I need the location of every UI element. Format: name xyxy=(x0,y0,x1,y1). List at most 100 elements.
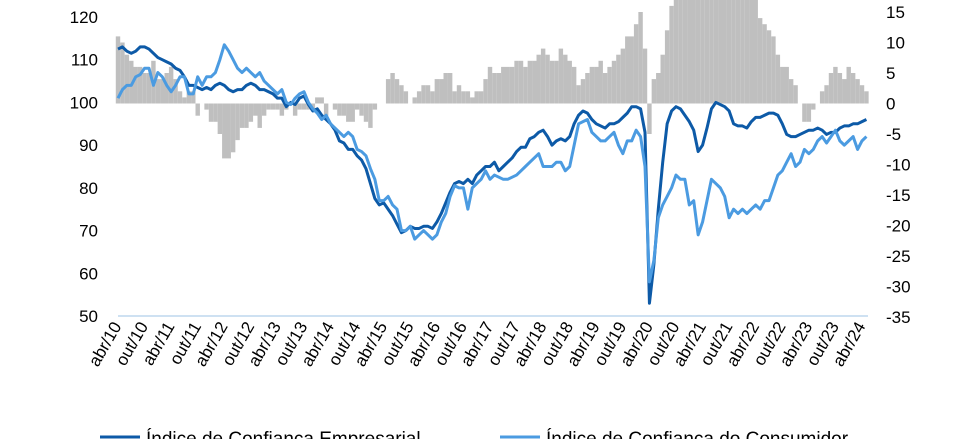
y2-tick-label: 15 xyxy=(886,3,905,22)
bar xyxy=(470,97,475,104)
bar xyxy=(253,103,258,116)
bar xyxy=(354,103,360,110)
y-tick-label: 60 xyxy=(79,264,98,283)
bar xyxy=(576,85,581,104)
line xyxy=(116,43,868,284)
bar xyxy=(341,103,347,116)
bar xyxy=(120,42,125,104)
bar xyxy=(115,36,121,104)
bar xyxy=(629,36,634,104)
bar xyxy=(142,73,147,104)
legend-label: Índice de Confiança Empresarial xyxy=(146,429,421,439)
bar xyxy=(217,103,223,134)
bar xyxy=(279,103,285,116)
bar xyxy=(819,91,825,104)
bar xyxy=(784,66,789,104)
bar xyxy=(549,60,555,104)
bar xyxy=(487,66,493,104)
bar xyxy=(465,91,471,104)
bar xyxy=(208,103,214,122)
bar xyxy=(704,0,710,104)
bar xyxy=(315,97,320,104)
bar xyxy=(430,91,435,104)
bar xyxy=(731,0,736,104)
bar xyxy=(669,5,674,104)
legend-label: Índice de Confiança do Consumidor xyxy=(546,429,849,439)
bar xyxy=(718,0,723,104)
bar xyxy=(461,91,466,104)
bar xyxy=(753,0,758,104)
bar xyxy=(656,73,661,104)
bar xyxy=(191,91,196,104)
bar xyxy=(447,73,453,104)
bar xyxy=(664,30,670,104)
bar xyxy=(673,0,679,104)
bar xyxy=(403,91,409,104)
bar xyxy=(421,85,426,104)
bar xyxy=(416,91,422,104)
bar xyxy=(611,60,617,104)
bar xyxy=(160,79,165,104)
bar xyxy=(248,103,254,122)
y2-tick-label: 5 xyxy=(886,64,895,83)
bar xyxy=(509,66,515,104)
bar xyxy=(297,103,302,110)
bar xyxy=(474,91,479,104)
bar xyxy=(780,66,785,104)
bar xyxy=(713,0,719,104)
bar xyxy=(195,103,200,116)
y2-tick-label: -25 xyxy=(886,247,911,266)
bar xyxy=(394,79,400,104)
bar xyxy=(492,73,497,104)
bar xyxy=(695,0,701,104)
bar xyxy=(363,103,369,122)
bar xyxy=(270,103,276,110)
bar xyxy=(660,54,665,104)
bar xyxy=(204,103,209,110)
lines xyxy=(116,43,868,305)
bar xyxy=(682,0,688,104)
bar xyxy=(842,79,847,104)
bar xyxy=(505,66,510,104)
y-tick-label: 70 xyxy=(79,222,98,241)
y2-tick-label: 0 xyxy=(886,95,895,114)
bar xyxy=(372,103,378,110)
y-tick-label: 90 xyxy=(79,136,98,155)
bar xyxy=(385,79,391,104)
bar xyxy=(563,54,568,104)
bar xyxy=(501,66,506,104)
bar xyxy=(638,12,643,104)
y2-tick-label: -15 xyxy=(886,186,911,205)
bar xyxy=(567,60,572,104)
bar xyxy=(766,30,772,104)
bar xyxy=(164,73,169,104)
bar xyxy=(554,60,559,104)
bar xyxy=(762,24,767,104)
bar xyxy=(642,48,648,104)
bar xyxy=(620,48,626,104)
bar xyxy=(602,73,608,104)
bar xyxy=(625,36,630,104)
bars xyxy=(115,0,869,159)
bar xyxy=(633,24,639,104)
bar xyxy=(846,66,851,104)
bar xyxy=(735,0,741,104)
bar xyxy=(390,73,395,104)
bar xyxy=(532,60,537,104)
bar xyxy=(337,103,342,116)
bar xyxy=(133,66,138,104)
bar xyxy=(536,54,541,104)
bar xyxy=(824,85,829,104)
bar xyxy=(350,103,355,122)
bar xyxy=(213,103,218,122)
bar xyxy=(811,103,816,110)
bar xyxy=(478,91,484,104)
bar xyxy=(301,103,307,110)
bar xyxy=(527,60,533,104)
bar xyxy=(788,79,794,104)
bar xyxy=(837,73,843,104)
bar xyxy=(261,103,267,116)
bar xyxy=(235,103,240,141)
bar xyxy=(833,66,838,104)
bar xyxy=(545,54,550,104)
